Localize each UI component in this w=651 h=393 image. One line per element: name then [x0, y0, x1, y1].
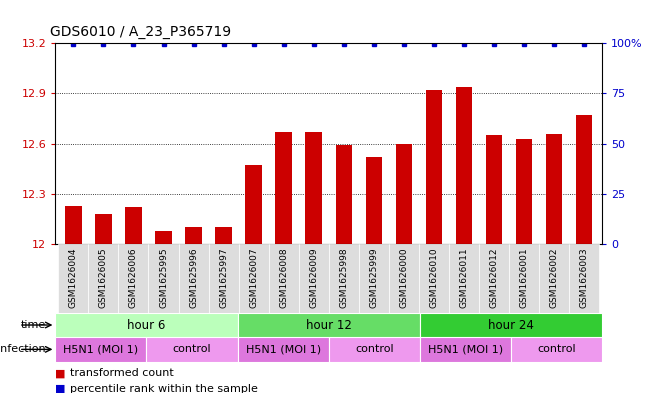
Text: GSM1626001: GSM1626001 — [519, 248, 529, 308]
Text: infection: infection — [0, 344, 46, 354]
Text: GSM1626002: GSM1626002 — [549, 248, 559, 308]
Text: GSM1626006: GSM1626006 — [129, 248, 138, 308]
Bar — [238, 313, 420, 337]
Bar — [456, 87, 472, 244]
Text: GSM1625997: GSM1625997 — [219, 248, 228, 308]
Text: hour 24: hour 24 — [488, 318, 534, 332]
Bar — [509, 244, 539, 313]
Bar — [118, 244, 148, 313]
Text: GSM1626008: GSM1626008 — [279, 248, 288, 308]
Text: GSM1626011: GSM1626011 — [460, 248, 469, 308]
Bar — [419, 244, 449, 313]
Bar — [148, 244, 178, 313]
Bar — [55, 313, 238, 337]
Bar — [569, 244, 599, 313]
Bar — [239, 244, 269, 313]
Text: GSM1626003: GSM1626003 — [579, 248, 589, 308]
Bar — [215, 227, 232, 244]
Text: GSM1626009: GSM1626009 — [309, 248, 318, 308]
Bar — [269, 244, 299, 313]
Text: percentile rank within the sample: percentile rank within the sample — [70, 384, 258, 393]
Bar — [329, 244, 359, 313]
Bar — [576, 115, 592, 244]
Text: GSM1626004: GSM1626004 — [69, 248, 78, 308]
Bar — [546, 134, 562, 244]
Text: GSM1625999: GSM1625999 — [369, 248, 378, 308]
Bar — [511, 337, 602, 362]
Text: control: control — [537, 344, 576, 354]
Text: hour 6: hour 6 — [128, 318, 165, 332]
Bar — [396, 143, 412, 244]
Text: control: control — [173, 344, 212, 354]
Bar — [420, 313, 602, 337]
Text: hour 12: hour 12 — [306, 318, 352, 332]
Text: GSM1626005: GSM1626005 — [99, 248, 108, 308]
Bar — [55, 337, 146, 362]
Text: GSM1626007: GSM1626007 — [249, 248, 258, 308]
Text: GSM1625996: GSM1625996 — [189, 248, 198, 308]
Bar — [89, 244, 118, 313]
Bar — [335, 145, 352, 244]
Text: time: time — [20, 320, 46, 330]
Bar — [59, 244, 89, 313]
Text: control: control — [355, 344, 394, 354]
Bar — [95, 214, 112, 244]
Bar — [479, 244, 509, 313]
Text: H5N1 (MOI 1): H5N1 (MOI 1) — [245, 344, 321, 354]
Bar — [329, 337, 420, 362]
Text: H5N1 (MOI 1): H5N1 (MOI 1) — [428, 344, 503, 354]
Bar — [426, 90, 442, 244]
Text: GSM1625995: GSM1625995 — [159, 248, 168, 308]
Bar — [155, 231, 172, 244]
Text: ■: ■ — [55, 368, 70, 378]
Bar — [65, 206, 81, 244]
Bar — [245, 165, 262, 244]
Bar — [125, 207, 142, 244]
Bar — [449, 244, 479, 313]
Bar — [178, 244, 208, 313]
Bar — [516, 139, 533, 244]
Bar — [238, 337, 329, 362]
Bar — [389, 244, 419, 313]
Text: GSM1626000: GSM1626000 — [399, 248, 408, 308]
Text: GSM1626012: GSM1626012 — [490, 248, 499, 308]
Text: H5N1 (MOI 1): H5N1 (MOI 1) — [63, 344, 139, 354]
Bar — [208, 244, 239, 313]
Text: GSM1626010: GSM1626010 — [430, 248, 438, 308]
Text: GSM1625998: GSM1625998 — [339, 248, 348, 308]
Bar — [186, 227, 202, 244]
Bar — [420, 337, 511, 362]
Bar — [305, 132, 322, 244]
Text: GDS6010 / A_23_P365719: GDS6010 / A_23_P365719 — [50, 26, 231, 39]
Bar — [486, 135, 503, 244]
Bar — [299, 244, 329, 313]
Bar — [359, 244, 389, 313]
Bar — [146, 337, 238, 362]
Bar — [275, 132, 292, 244]
Text: transformed count: transformed count — [70, 368, 173, 378]
Text: ■: ■ — [55, 384, 70, 393]
Bar — [366, 157, 382, 244]
Bar — [539, 244, 569, 313]
